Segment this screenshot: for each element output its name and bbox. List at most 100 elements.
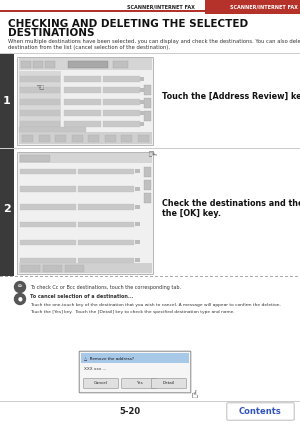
- Bar: [135, 169, 140, 173]
- FancyBboxPatch shape: [122, 379, 156, 388]
- Bar: [78, 186, 134, 192]
- Bar: [15, 276, 17, 277]
- Bar: [0, 149, 14, 276]
- Bar: [19, 132, 152, 144]
- Bar: [135, 276, 137, 277]
- Bar: [20, 276, 22, 277]
- Text: the [OK] key.: the [OK] key.: [162, 209, 221, 218]
- Text: ☜: ☜: [36, 83, 44, 93]
- Bar: [120, 276, 122, 277]
- Text: ☜: ☜: [187, 389, 197, 399]
- Bar: [144, 85, 151, 95]
- Bar: [295, 276, 298, 277]
- Bar: [144, 193, 151, 203]
- Bar: [135, 205, 140, 209]
- Text: To check Cc or Bcc destinations, touch the corresponding tab.: To check Cc or Bcc destinations, touch t…: [30, 285, 181, 290]
- Text: Yes: Yes: [136, 382, 142, 385]
- Bar: [135, 187, 140, 191]
- Bar: [110, 276, 112, 277]
- Bar: [235, 276, 238, 277]
- Bar: [21, 265, 40, 272]
- Bar: [19, 71, 61, 144]
- Bar: [155, 276, 158, 277]
- Bar: [81, 353, 189, 363]
- Bar: [103, 76, 140, 82]
- Bar: [55, 276, 58, 277]
- Bar: [19, 263, 152, 273]
- Bar: [20, 168, 76, 174]
- Bar: [140, 100, 144, 103]
- Bar: [70, 276, 73, 277]
- Bar: [290, 276, 292, 277]
- Bar: [75, 276, 77, 277]
- Bar: [265, 276, 268, 277]
- Bar: [20, 257, 76, 263]
- Text: When multiple destinations have been selected, you can display and check the des: When multiple destinations have been sel…: [8, 39, 300, 50]
- Bar: [21, 61, 31, 68]
- Bar: [30, 276, 32, 277]
- Text: 1: 1: [3, 97, 11, 106]
- Bar: [122, 135, 132, 142]
- Bar: [190, 276, 193, 277]
- Bar: [260, 276, 262, 277]
- Bar: [95, 276, 98, 277]
- Bar: [144, 111, 151, 121]
- Bar: [285, 276, 287, 277]
- Bar: [135, 258, 140, 262]
- Bar: [144, 98, 151, 108]
- Bar: [230, 276, 232, 277]
- Bar: [205, 276, 208, 277]
- Bar: [105, 135, 116, 142]
- Bar: [78, 204, 134, 209]
- Bar: [20, 121, 60, 127]
- Bar: [0, 54, 14, 149]
- Bar: [0, 53, 300, 54]
- Bar: [65, 276, 68, 277]
- Bar: [0, 401, 300, 402]
- Bar: [80, 276, 83, 277]
- Bar: [195, 276, 197, 277]
- Bar: [103, 110, 140, 116]
- Bar: [33, 61, 43, 68]
- Bar: [78, 222, 134, 227]
- Text: DESTINATIONS: DESTINATIONS: [8, 28, 94, 38]
- Bar: [90, 276, 92, 277]
- Bar: [175, 276, 178, 277]
- Bar: [275, 276, 278, 277]
- Text: Cancel: Cancel: [94, 382, 108, 385]
- Text: XXX xxx ...: XXX xxx ...: [84, 367, 106, 371]
- FancyBboxPatch shape: [84, 379, 118, 388]
- Bar: [20, 155, 50, 162]
- Text: Detail: Detail: [163, 382, 175, 385]
- Bar: [78, 240, 134, 245]
- Bar: [103, 87, 140, 93]
- Bar: [45, 276, 47, 277]
- Text: ✏: ✏: [18, 285, 22, 290]
- Bar: [20, 240, 76, 245]
- Text: Touch the one-touch key of the destination that you wish to cancel. A message wi: Touch the one-touch key of the destinati…: [30, 303, 281, 307]
- Circle shape: [14, 293, 26, 304]
- Bar: [130, 276, 133, 277]
- Bar: [78, 257, 134, 263]
- FancyBboxPatch shape: [79, 351, 191, 393]
- Bar: [100, 276, 103, 277]
- Text: SCANNER/INTERNET FAX: SCANNER/INTERNET FAX: [230, 5, 298, 9]
- Bar: [245, 276, 248, 277]
- Text: ☜: ☜: [146, 146, 156, 156]
- Bar: [64, 121, 101, 127]
- Bar: [10, 276, 13, 277]
- FancyBboxPatch shape: [17, 58, 154, 145]
- Bar: [150, 276, 152, 277]
- Bar: [20, 98, 60, 104]
- Bar: [113, 61, 128, 68]
- FancyBboxPatch shape: [152, 379, 186, 388]
- Bar: [140, 276, 142, 277]
- Bar: [103, 98, 140, 104]
- Bar: [185, 276, 188, 277]
- Bar: [225, 276, 227, 277]
- Bar: [65, 265, 84, 272]
- Bar: [144, 167, 151, 177]
- Bar: [240, 276, 242, 277]
- Text: To cancel selection of a destination...: To cancel selection of a destination...: [30, 295, 134, 299]
- Bar: [255, 276, 257, 277]
